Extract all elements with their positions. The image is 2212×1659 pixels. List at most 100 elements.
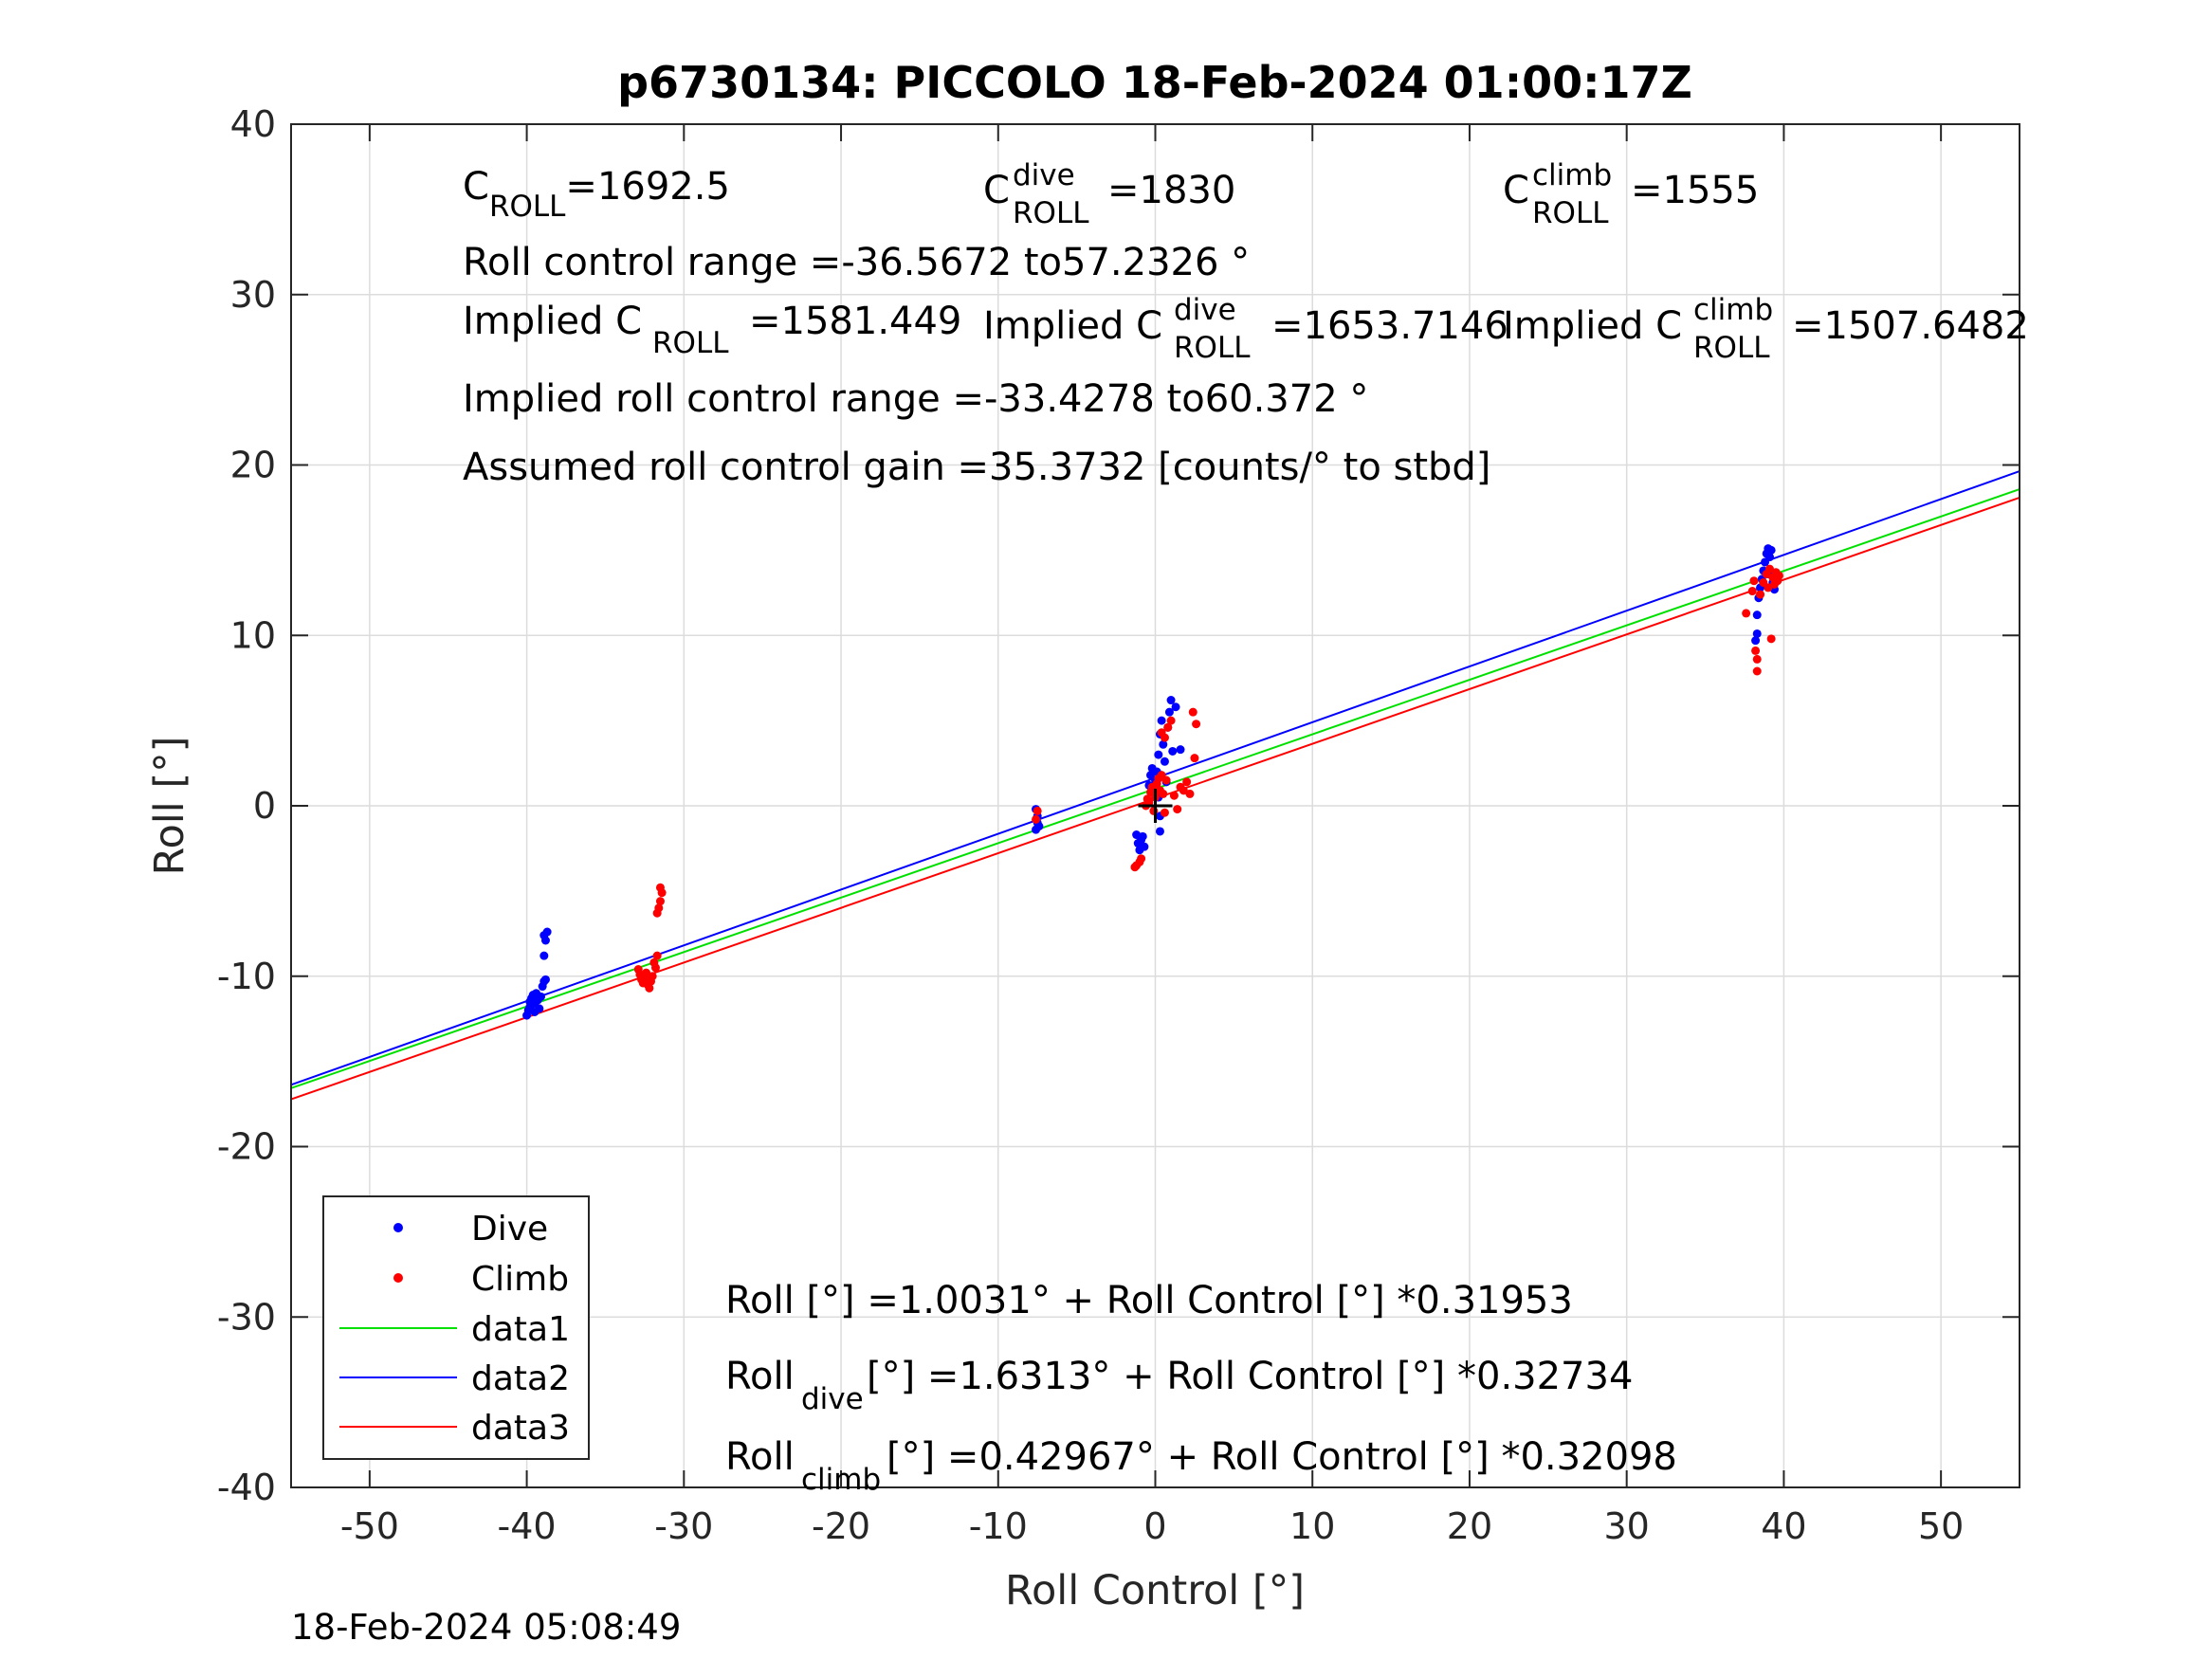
dive-point — [1166, 696, 1176, 705]
dive-point — [539, 951, 549, 960]
annotation-implied-c-climb: Implied C climb ROLL =1507.6482 — [1503, 293, 2029, 365]
annotation-c-dive: C dive ROLL =1830 — [983, 158, 1235, 230]
dive-point — [1154, 750, 1163, 759]
dive-point — [1766, 545, 1776, 555]
dive-point — [1176, 745, 1185, 755]
svg-text:ROLL: ROLL — [1013, 196, 1089, 230]
svg-text:climb: climb — [1532, 158, 1612, 192]
climb-point — [1192, 720, 1201, 729]
svg-text:Implied C: Implied C — [983, 304, 1162, 348]
y-tick-label: -20 — [217, 1126, 276, 1168]
legend-label: data1 — [471, 1310, 570, 1349]
climb-point — [1752, 654, 1762, 664]
y-tick-label: 40 — [230, 103, 276, 145]
climb-point — [655, 897, 665, 906]
climb-point — [1160, 808, 1169, 817]
annotation-c-climb: C climb ROLL =1555 — [1503, 158, 1759, 230]
svg-text:ROLL: ROLL — [652, 326, 729, 360]
svg-text:ROLL: ROLL — [1532, 196, 1609, 230]
origin-marker — [1138, 789, 1173, 823]
svg-text:=1830: =1830 — [1107, 169, 1235, 212]
svg-text:Roll: Roll — [725, 1355, 795, 1398]
legend-label: Dive — [471, 1210, 548, 1249]
y-tick-label: -10 — [217, 956, 276, 997]
svg-text:CROLL=1692.5: CROLL=1692.5 — [463, 165, 730, 224]
y-tick-label: 20 — [230, 445, 276, 486]
x-tick-label: 30 — [1604, 1505, 1650, 1547]
climb-point — [1751, 646, 1761, 655]
climb-point — [1766, 634, 1776, 644]
annotation-c-roll: CROLL=1692.5 — [463, 165, 730, 224]
y-tick-label: 30 — [230, 274, 276, 316]
climb-point — [1764, 583, 1773, 592]
dive-point — [535, 1004, 544, 1013]
x-tick-label: 0 — [1143, 1505, 1166, 1547]
dive-point — [1138, 831, 1147, 841]
climb-point — [1137, 854, 1146, 864]
climb-point — [1169, 791, 1179, 800]
svg-text:Implied C: Implied C — [463, 300, 642, 343]
climb-point — [1749, 576, 1759, 586]
fit-equation-all: Roll [°] =1.0031° + Roll Control [°] *0.… — [725, 1279, 1573, 1322]
legend-marker-climb — [393, 1273, 403, 1283]
dive-point — [1155, 827, 1164, 836]
climb-point — [1185, 789, 1195, 798]
svg-text:climb: climb — [801, 1463, 881, 1497]
annotation-roll-control-range: Roll control range =-36.5672 to57.2326 ° — [463, 241, 1250, 284]
climb-point — [1166, 716, 1176, 725]
svg-text:Roll: Roll — [725, 1435, 795, 1479]
climb-point — [1190, 754, 1199, 763]
y-tick-label: 0 — [253, 785, 276, 827]
x-tick-label: -20 — [812, 1505, 870, 1547]
annotation-implied-c-dive: Implied C dive ROLL =1653.7146 — [983, 293, 1508, 365]
footer-timestamp: 18-Feb-2024 05:08:49 — [291, 1607, 681, 1648]
dive-point — [542, 927, 552, 937]
svg-text:=1507.6482: =1507.6482 — [1792, 304, 2029, 348]
climb-point — [1159, 789, 1168, 798]
fit-equation-climb: Roll climb [°] =0.42967° + Roll Control … — [725, 1435, 1677, 1497]
svg-text:C: C — [983, 169, 1010, 212]
climb-point — [652, 951, 662, 960]
legend-label: data2 — [471, 1359, 570, 1398]
dive-point — [1164, 707, 1174, 717]
svg-text:=1555: =1555 — [1631, 169, 1759, 212]
climb-point — [1764, 564, 1774, 574]
y-tick-label: -30 — [217, 1296, 276, 1338]
climb-point — [1173, 805, 1182, 814]
dive-point — [540, 975, 550, 984]
y-tick-label: 10 — [230, 614, 276, 656]
climb-point — [1160, 733, 1169, 742]
x-axis-label: Roll Control [°] — [1005, 1567, 1305, 1614]
dive-point — [1764, 553, 1774, 562]
axis-ticks: -50 -40 -30 -20 -10 0 10 20 30 40 50 -40 -30 -20 -10 0 1… — [217, 103, 2020, 1547]
svg-text:ROLL: ROLL — [1174, 331, 1251, 365]
climb-point — [1032, 814, 1041, 824]
annotation-assumed-gain: Assumed roll control gain =35.3732 [coun… — [463, 446, 1490, 489]
y-axis-label: Roll [°] — [146, 737, 193, 876]
climb-point — [1163, 722, 1173, 732]
climb-point — [1033, 806, 1042, 815]
svg-text:dive: dive — [1174, 293, 1236, 327]
dive-point — [1157, 716, 1166, 725]
climb-point — [642, 968, 651, 977]
dive-point — [1140, 842, 1149, 851]
x-tick-label: 40 — [1761, 1505, 1806, 1547]
x-tick-label: -30 — [654, 1505, 713, 1547]
annotation-implied-range: Implied roll control range =-33.4278 to6… — [463, 377, 1368, 421]
dive-point — [1034, 822, 1044, 831]
dive-point — [1171, 702, 1180, 712]
x-tick-label: -40 — [498, 1505, 557, 1547]
x-tick-label: 20 — [1447, 1505, 1492, 1547]
dive-point — [1168, 746, 1178, 756]
legend-label: data3 — [471, 1409, 570, 1448]
legend-label: Climb — [471, 1260, 569, 1299]
annotation-implied-c-roll: Implied C ROLL =1581.449 — [463, 300, 961, 360]
climb-point — [645, 983, 654, 993]
climb-point — [1752, 666, 1762, 676]
svg-text:[°] =0.42967° + Roll Control [: [°] =0.42967° + Roll Control [°] *0.3209… — [887, 1435, 1677, 1479]
dive-point — [1751, 636, 1761, 646]
climb-point — [1188, 707, 1197, 717]
x-tick-label: -50 — [340, 1505, 399, 1547]
climb-point — [1756, 590, 1765, 599]
